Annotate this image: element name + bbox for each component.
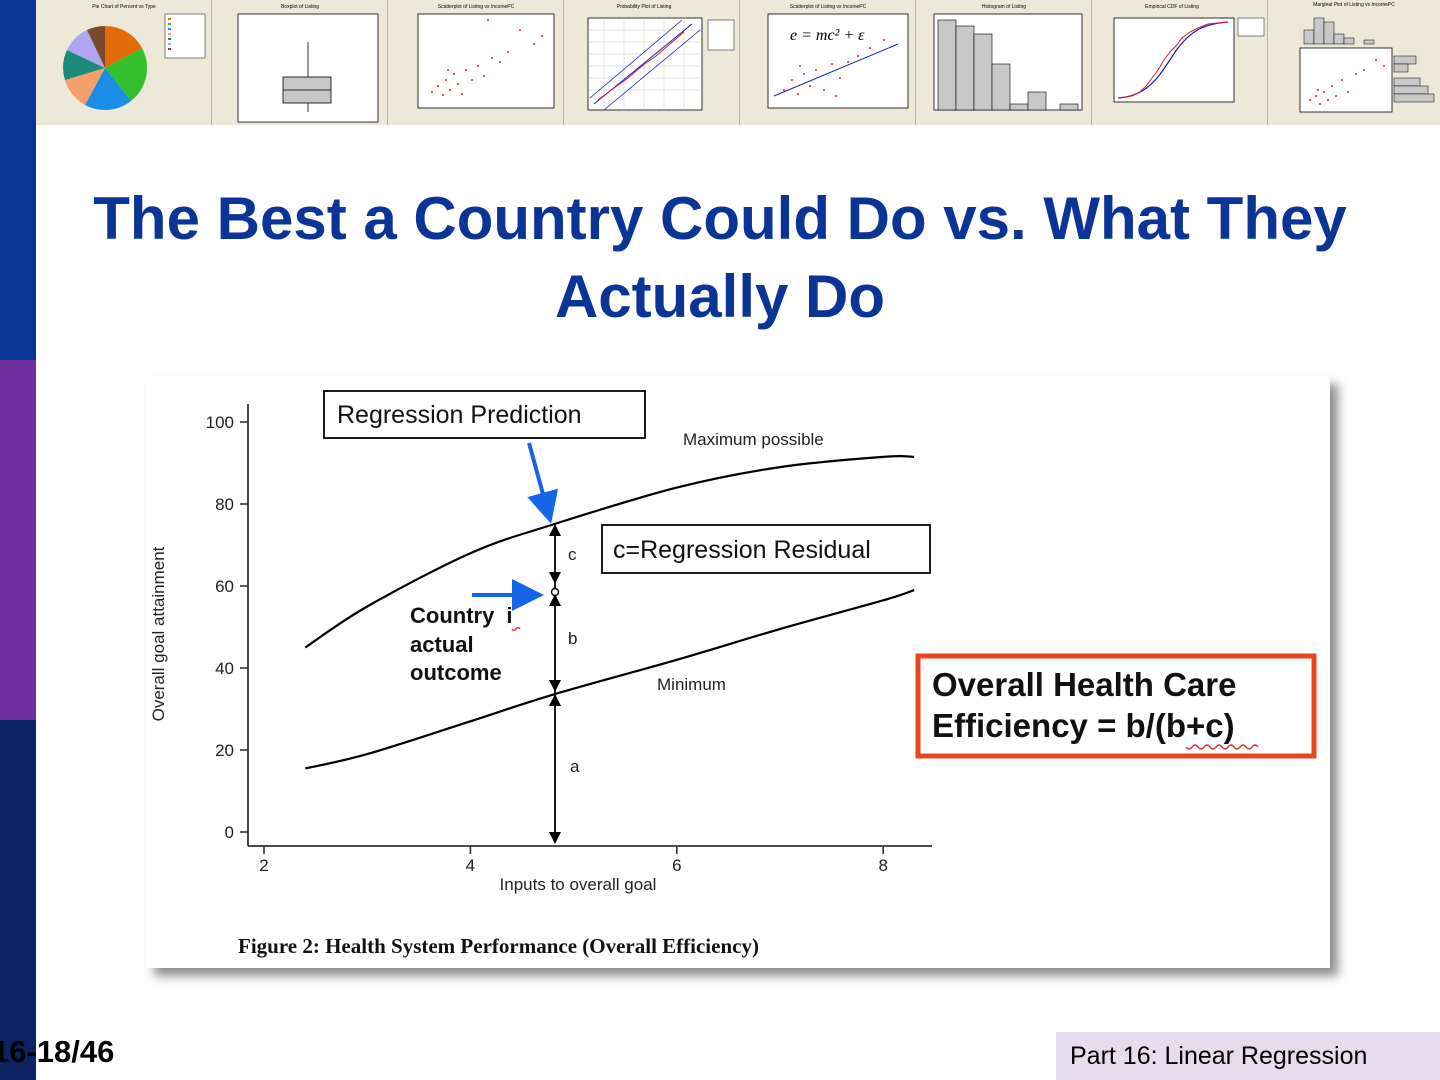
efficiency-formula-line1: Overall Health Care bbox=[932, 666, 1236, 703]
y-tick-label: 100 bbox=[206, 413, 234, 432]
arrowhead-b-bottom bbox=[549, 680, 561, 692]
slide-title: The Best a Country Could Do vs. What The… bbox=[93, 185, 1347, 330]
residual-box bbox=[601, 524, 931, 574]
arrowhead-a-top bbox=[549, 694, 561, 706]
minimum-curve bbox=[305, 589, 915, 770]
thumbnail-scatter-regression: Scatterplot of Listing vs IncomePC e = m… bbox=[740, 0, 916, 125]
slide-number: 16-18/46 bbox=[0, 1034, 115, 1069]
thumbnail-title: Scatterplot of Listing vs IncomePC bbox=[438, 4, 515, 10]
footer-section-label: Part 16: Linear Regression bbox=[1056, 1032, 1440, 1080]
arrowhead-c-top bbox=[549, 524, 561, 536]
arrowhead-a-bottom bbox=[549, 832, 561, 844]
y-tick-label: 0 bbox=[225, 823, 234, 842]
curve-label-maximum: Maximum possible bbox=[683, 430, 824, 449]
figure-card: 0 20 40 60 80 100 2 4 6 8 Inputs to overall goal Ov… bbox=[146, 376, 1330, 968]
prediction-arrow bbox=[527, 442, 559, 524]
thumbnail-title: Scatterplot of Listing vs IncomePC bbox=[790, 4, 867, 10]
x-tick-label: 8 bbox=[878, 856, 887, 875]
regression-prediction-label: Regression Prediction bbox=[337, 401, 582, 429]
y-axis-label: Overall goal attainment bbox=[149, 546, 168, 721]
thumbnail-title: Marginal Plot of Listing vs IncomePC bbox=[1313, 2, 1395, 8]
spellcheck-underline bbox=[511, 626, 521, 632]
segment-label-a: a bbox=[570, 757, 580, 776]
spellcheck-underline bbox=[1185, 744, 1259, 750]
thumbnail-title: Histogram of Listing bbox=[982, 4, 1026, 10]
sidebar-band-navy bbox=[0, 720, 36, 1080]
x-tick-label: 6 bbox=[672, 856, 681, 875]
regression-prediction-box bbox=[323, 390, 646, 439]
segment-label-b: b bbox=[568, 629, 577, 648]
thumbnail-boxplot: Boxplot of Listing bbox=[212, 0, 388, 125]
y-tick-label: 60 bbox=[215, 577, 234, 596]
x-tick-label: 2 bbox=[259, 856, 268, 875]
arrowhead-c-bottom bbox=[549, 572, 561, 584]
thumbnail-scatterplot: Scatterplot of Listing vs IncomePC bbox=[388, 0, 564, 125]
efficiency-formula-line2: Efficiency = b/(b+c) bbox=[932, 707, 1235, 744]
arrowhead-b-top bbox=[549, 594, 561, 606]
sidebar-band-blue bbox=[0, 0, 36, 360]
y-tick-label: 20 bbox=[215, 741, 234, 760]
thumbnail-title: Boxplot of Listing bbox=[281, 4, 319, 10]
thumbnail-equation: e = mc² + ε bbox=[790, 27, 865, 44]
thumbnail-title: Empirical CDF of Listing bbox=[1145, 4, 1199, 10]
segment-label-c: c bbox=[568, 545, 577, 564]
thumbnail-title: Pie Chart of Percent vs Type bbox=[92, 4, 156, 10]
thumbnail-pie-chart: Pie Chart of Percent vs Type bbox=[36, 0, 212, 125]
y-tick-label: 40 bbox=[215, 659, 234, 678]
efficiency-formula-box bbox=[915, 653, 1317, 759]
sidebar-band-purple bbox=[0, 360, 36, 720]
country-label-line1: Country i bbox=[410, 603, 512, 628]
figure-caption: Figure 2: Health System Performance (Ove… bbox=[238, 934, 759, 958]
thumbnail-marginal-plot: Marginal Plot of Listing vs IncomePC bbox=[1268, 0, 1440, 125]
thumbnail-empirical-cdf: Empirical CDF of Listing bbox=[1092, 0, 1268, 125]
maximum-curve bbox=[304, 454, 915, 649]
chart-thumbnail-strip: Pie Chart of Percent vs Type Boxplot of … bbox=[36, 0, 1440, 125]
country-label-line2: actual bbox=[410, 632, 474, 657]
efficiency-figure: 0 20 40 60 80 100 2 4 6 8 Inputs to overall goal Ov… bbox=[149, 390, 1317, 958]
country-point bbox=[550, 587, 560, 597]
residual-label: c=Regression Residual bbox=[613, 536, 871, 564]
sidebar-decoration bbox=[0, 0, 36, 1080]
thumbnail-title: Probability Plot of Listing bbox=[617, 4, 672, 10]
country-label-line3: outcome bbox=[410, 660, 502, 685]
x-axis-label: Inputs to overall goal bbox=[500, 875, 657, 894]
thumbnail-histogram: Histogram of Listing bbox=[916, 0, 1092, 125]
curve-label-minimum: Minimum bbox=[657, 675, 726, 694]
y-tick-label: 80 bbox=[215, 495, 234, 514]
thumbnail-probability-plot: Probability Plot of Listing bbox=[564, 0, 740, 125]
x-tick-label: 4 bbox=[466, 856, 475, 875]
